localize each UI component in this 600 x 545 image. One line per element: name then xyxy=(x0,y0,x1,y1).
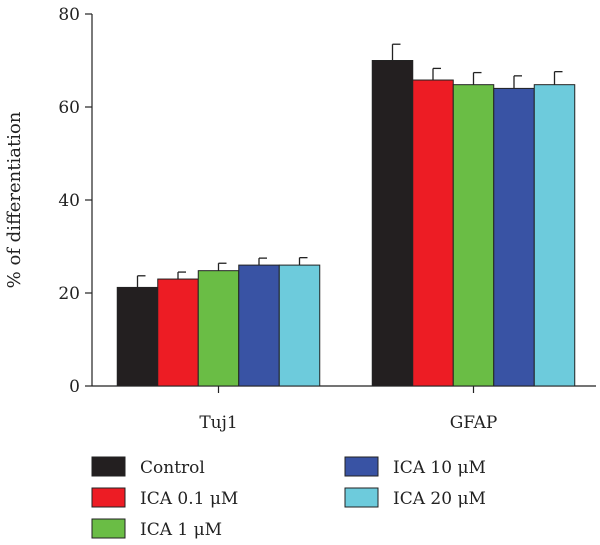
legend-label: ICA 1 μM xyxy=(140,520,222,540)
legend-label: ICA 0.1 μM xyxy=(140,489,238,509)
y-tick-label: 0 xyxy=(69,377,80,397)
y-axis-title: % of differentiation xyxy=(4,111,25,288)
legend-label: ICA 10 μM xyxy=(393,458,486,478)
legend-swatch xyxy=(91,487,126,508)
legend: Control ICA 0.1 μM ICA 1 μM ICA 10 μM ICA 20… xyxy=(91,456,486,540)
y-axis: 0 20 40 60 80 xyxy=(58,5,93,397)
legend-swatch xyxy=(91,518,126,539)
bar xyxy=(197,270,240,387)
legend-label: ICA 20 μM xyxy=(393,489,486,509)
legend-label: Control xyxy=(140,458,205,478)
x-tick-label: Tuj1 xyxy=(199,413,237,433)
x-axis: Tuj1 GFAP xyxy=(92,385,596,433)
x-tick-label: GFAP xyxy=(450,413,498,433)
bars xyxy=(116,43,576,387)
bar xyxy=(157,278,199,387)
legend-swatch xyxy=(91,456,126,477)
legend-swatch xyxy=(344,456,379,477)
bar xyxy=(278,264,321,387)
bar xyxy=(371,60,414,387)
bar xyxy=(452,84,495,387)
y-tick-label: 80 xyxy=(58,5,80,25)
y-tick-label: 20 xyxy=(58,284,80,304)
legend-swatch xyxy=(344,487,379,508)
y-tick-label: 60 xyxy=(58,98,80,118)
bar xyxy=(533,84,576,387)
bar xyxy=(238,264,280,387)
y-tick-label: 40 xyxy=(58,191,80,211)
bar xyxy=(493,87,535,387)
bar xyxy=(412,79,454,387)
bar xyxy=(116,286,159,387)
